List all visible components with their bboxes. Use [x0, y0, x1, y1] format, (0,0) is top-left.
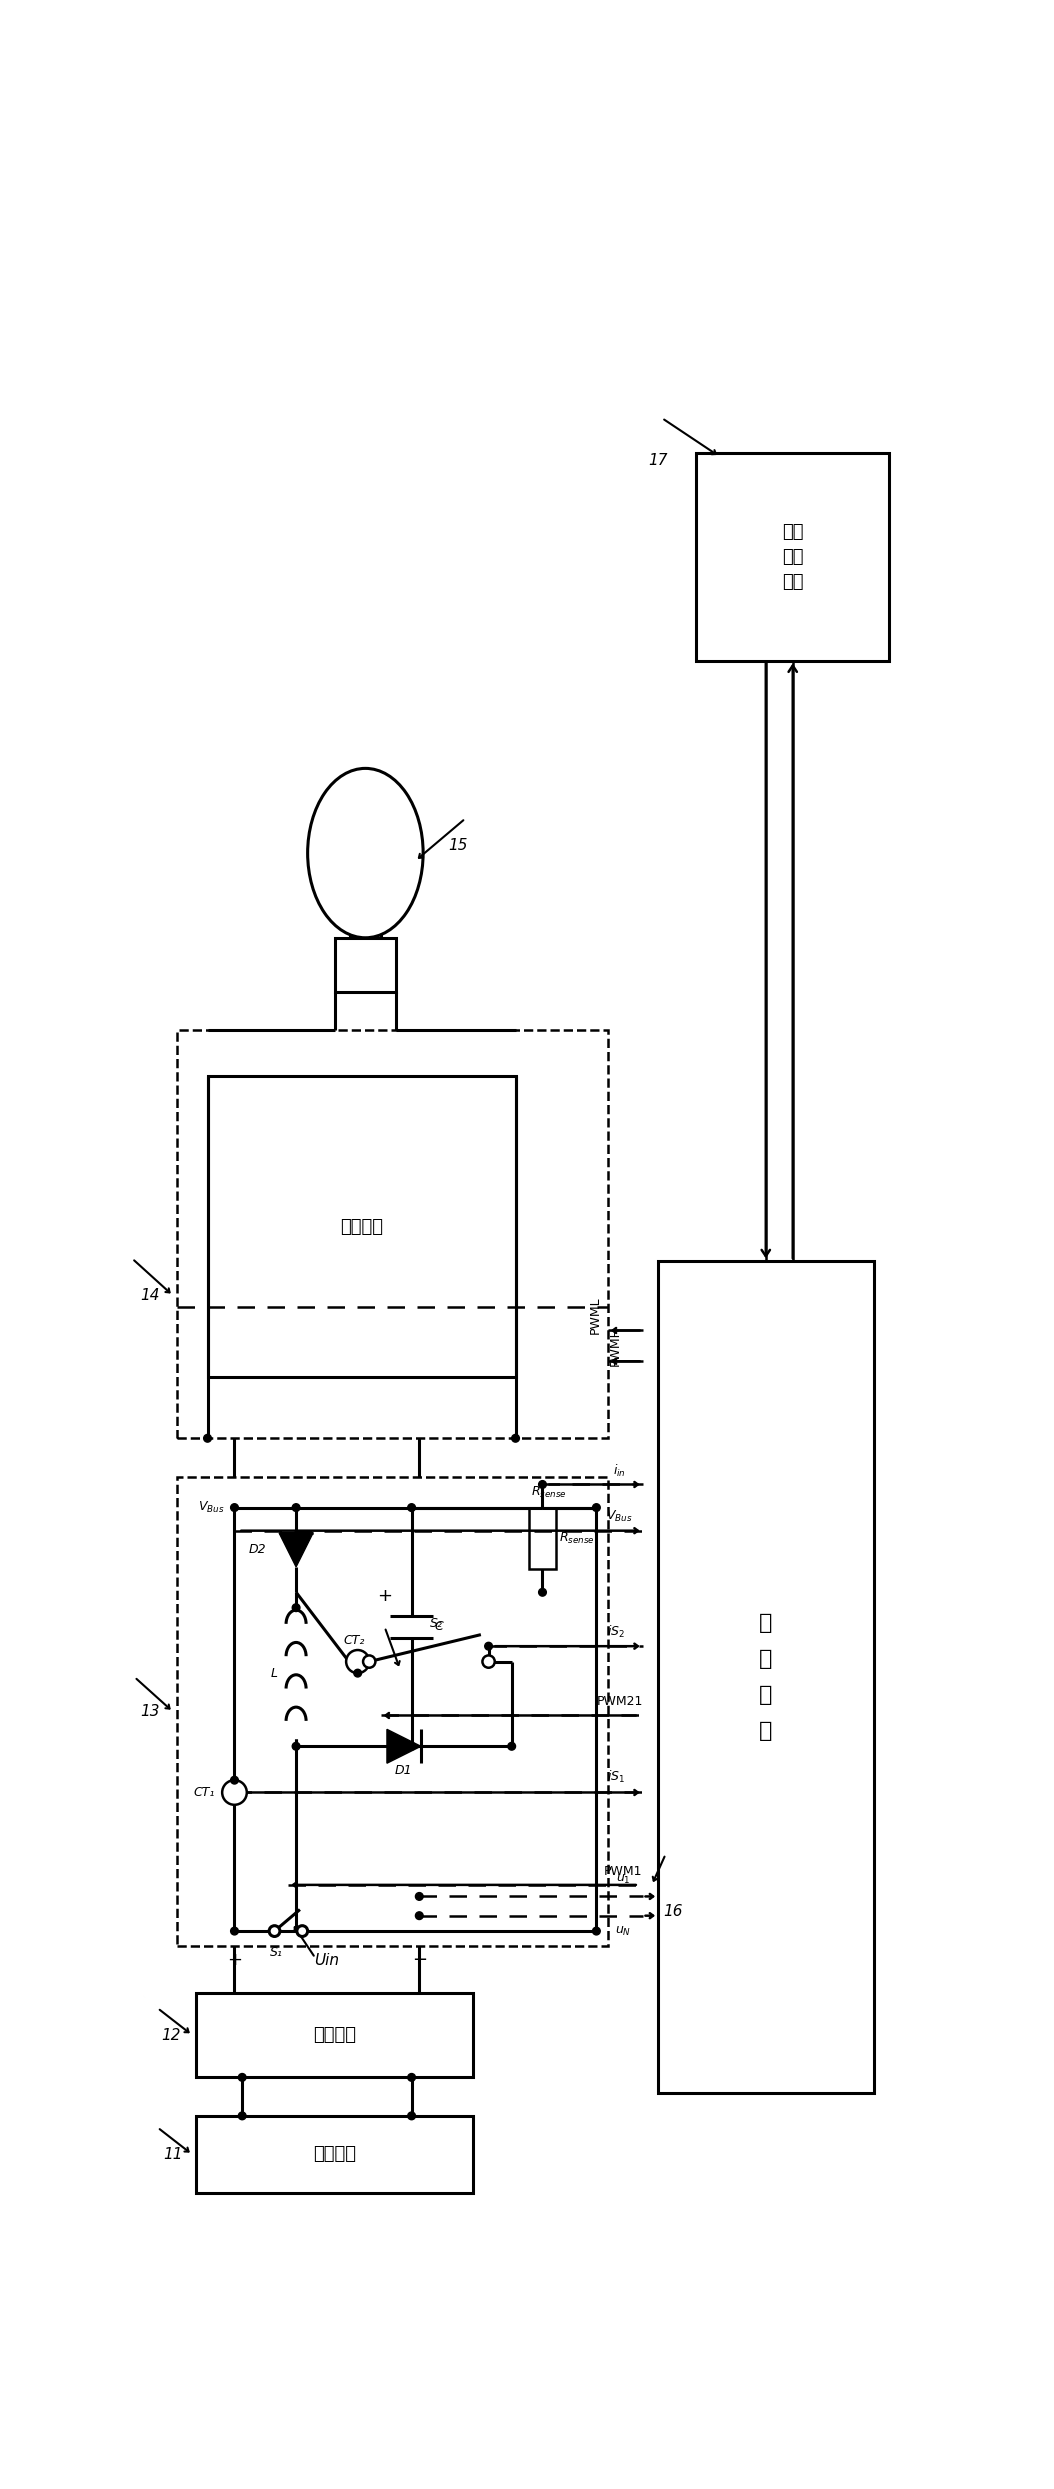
Circle shape: [231, 1926, 238, 1934]
Circle shape: [292, 1603, 300, 1610]
Bar: [177, 1030, 608, 1439]
Text: PWM1: PWM1: [604, 1864, 643, 1877]
Text: −: −: [412, 1951, 427, 1969]
Circle shape: [297, 1926, 308, 1936]
Text: 输入电路: 输入电路: [313, 2146, 356, 2163]
Bar: [196, 2116, 473, 2193]
Text: Uin: Uin: [314, 1954, 339, 1969]
Text: L: L: [271, 1668, 278, 1680]
Text: $iS_1$: $iS_1$: [606, 1770, 625, 1785]
Circle shape: [483, 1655, 494, 1668]
Text: 13: 13: [140, 1705, 159, 1720]
Text: 整流电路: 整流电路: [313, 2026, 356, 2043]
Circle shape: [346, 1650, 369, 1673]
Bar: [208, 1075, 515, 1376]
Circle shape: [238, 2073, 246, 2081]
Text: PWMH: PWMH: [609, 1327, 622, 1366]
Text: 外部
通讯
电路: 外部 通讯 电路: [782, 523, 803, 590]
Text: PWM21: PWM21: [597, 1695, 643, 1707]
Text: $u_N$: $u_N$: [616, 1924, 631, 1936]
Circle shape: [508, 1742, 515, 1750]
Circle shape: [408, 1503, 415, 1511]
Text: +: +: [227, 1951, 242, 1969]
Text: $iS_2$: $iS_2$: [607, 1625, 625, 1640]
Text: C: C: [434, 1620, 444, 1633]
Bar: [697, 453, 889, 660]
Circle shape: [231, 1777, 238, 1785]
Circle shape: [408, 1742, 415, 1750]
Text: 逆变电路: 逆变电路: [340, 1217, 383, 1235]
Text: 12: 12: [161, 2029, 181, 2043]
Polygon shape: [387, 1730, 421, 1762]
Polygon shape: [279, 1533, 313, 1568]
Text: 11: 11: [163, 2148, 182, 2163]
Bar: [196, 1994, 473, 2078]
Circle shape: [292, 1503, 300, 1511]
Text: CT₂: CT₂: [344, 1633, 365, 1648]
Circle shape: [415, 1912, 423, 1919]
Circle shape: [269, 1926, 280, 1936]
Text: D1: D1: [395, 1765, 413, 1777]
Bar: [177, 1476, 608, 1946]
Text: PWML: PWML: [588, 1297, 602, 1334]
Text: S₁: S₁: [271, 1946, 284, 1959]
Circle shape: [238, 2113, 246, 2121]
Circle shape: [485, 1643, 492, 1650]
Text: $u_1$: $u_1$: [616, 1872, 630, 1887]
Bar: [529, 1508, 557, 1568]
Text: 15: 15: [448, 839, 468, 854]
Circle shape: [292, 1742, 300, 1750]
Bar: [658, 1262, 874, 2093]
Text: $V_{Bus}$: $V_{Bus}$: [198, 1501, 225, 1516]
Circle shape: [592, 1503, 600, 1511]
Text: 控
制
芯
片: 控 制 芯 片: [759, 1613, 773, 1740]
Circle shape: [408, 2113, 415, 2121]
Circle shape: [203, 1434, 212, 1441]
Ellipse shape: [308, 769, 423, 938]
Text: 17: 17: [648, 453, 668, 468]
Text: 16: 16: [664, 1904, 683, 1919]
Text: $R_{sense}$: $R_{sense}$: [531, 1483, 567, 1501]
Bar: [334, 938, 396, 991]
Circle shape: [231, 1503, 238, 1511]
Circle shape: [511, 1434, 520, 1441]
Circle shape: [354, 1670, 362, 1678]
Circle shape: [592, 1926, 600, 1934]
Circle shape: [408, 2073, 415, 2081]
Circle shape: [222, 1780, 247, 1805]
Text: $i_{in}$: $i_{in}$: [613, 1464, 626, 1478]
Text: S₂: S₂: [430, 1615, 443, 1630]
Text: CT₁: CT₁: [193, 1787, 214, 1800]
Circle shape: [415, 1892, 423, 1899]
Text: 14: 14: [140, 1287, 159, 1302]
Circle shape: [363, 1655, 375, 1668]
Circle shape: [539, 1481, 546, 1488]
Text: $V_{Bus}$: $V_{Bus}$: [606, 1508, 632, 1523]
Circle shape: [539, 1588, 546, 1595]
Text: D2: D2: [249, 1543, 267, 1556]
Text: $R_{sense}$: $R_{sense}$: [560, 1531, 596, 1546]
Text: +: +: [377, 1588, 392, 1605]
